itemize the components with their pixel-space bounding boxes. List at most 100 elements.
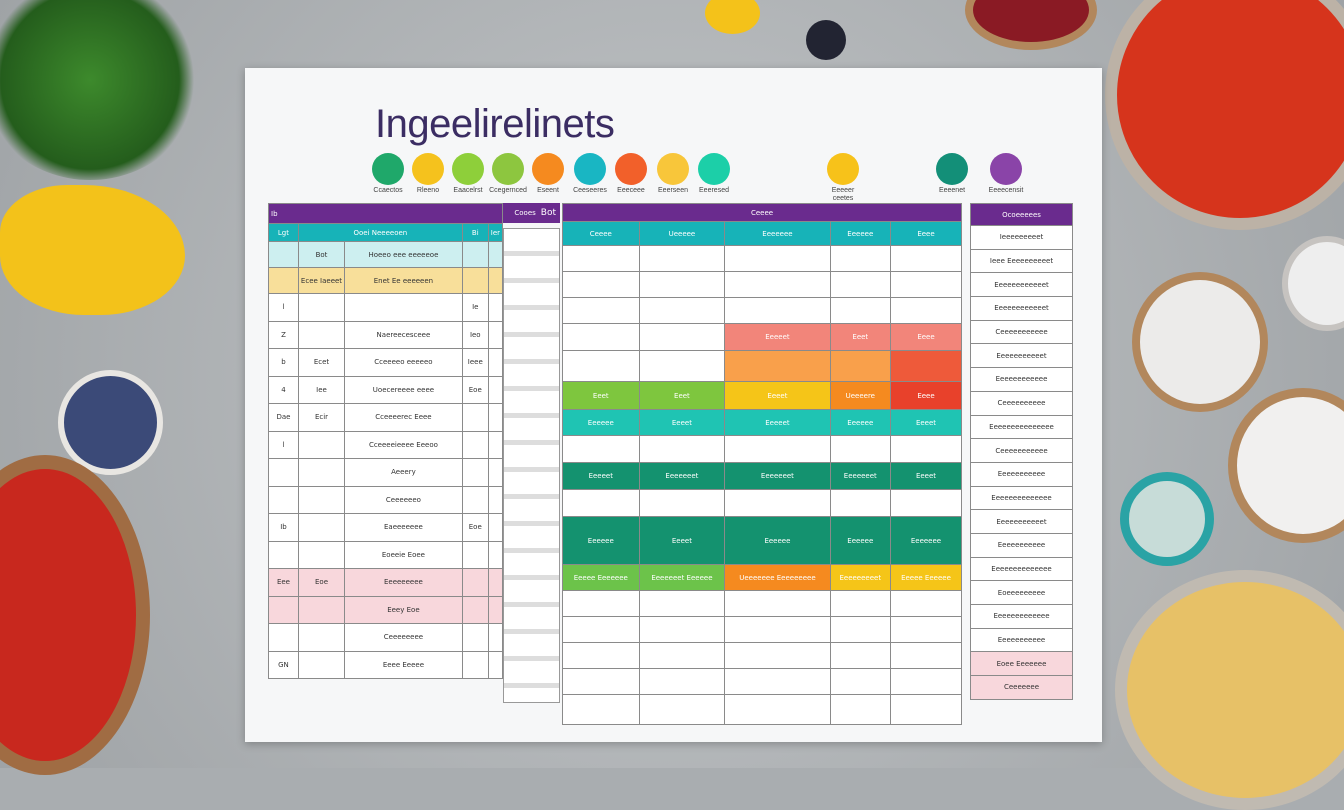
- left-table: Ib Lgt Ooei Neeeeoen Bi Ier Bot Hoeeo eee eeee…: [268, 203, 504, 679]
- cell: Ecee Iaeeet: [297, 267, 346, 294]
- cell: Eeeeee: [562, 409, 640, 436]
- cell: Eee: [268, 568, 299, 597]
- legend-label: Eeerseen: [658, 187, 688, 194]
- cell: [889, 435, 963, 463]
- teal-bowl: [1120, 472, 1214, 566]
- cell: [297, 458, 346, 487]
- cell: Cceeeeo eeeeeo: [344, 348, 463, 377]
- cell: [562, 616, 640, 643]
- cell: Eeeeeee: [889, 516, 963, 565]
- cell: [487, 623, 504, 652]
- cell: [487, 403, 504, 432]
- middle-header: Ceeee: [562, 203, 962, 222]
- cell: [487, 241, 504, 268]
- cell: Hoeeo eee eeeeeoe: [344, 241, 463, 268]
- cell: [487, 568, 504, 597]
- cell: [638, 489, 726, 517]
- legend-label: Eeeceee: [617, 187, 645, 194]
- cell: [829, 350, 891, 382]
- cell: [638, 616, 726, 643]
- right-header: Ocoeeeees: [970, 203, 1073, 226]
- table-row: Eeeeeeeeeeeeeee: [970, 414, 1073, 440]
- column-header: Eeeeee: [829, 221, 891, 246]
- cell: Ieee Eeeeeeeeeet: [970, 248, 1073, 274]
- cell: Eeeeeeeeeeeet: [970, 272, 1073, 298]
- legend-swatch: [936, 153, 968, 185]
- legend-label: Eaacelrst: [453, 187, 483, 194]
- table-row: Ceeeeeeeeeee: [970, 438, 1073, 463]
- cell: [829, 616, 891, 643]
- cell: Eeet: [562, 381, 640, 410]
- cell: Ueeeeeee Eeeeeeeee: [724, 564, 831, 591]
- cell: [487, 540, 504, 569]
- cell: [268, 485, 299, 514]
- table-row: Eeeeet Eeeeeeet Eeeeeeet Eeeeeeet Eeeet: [562, 462, 963, 490]
- cell: [829, 694, 891, 725]
- table-row: Eeeeee Eeeet Eeeeee Eeeeee Eeeeeee: [562, 516, 963, 565]
- table-row: Eeeeeeeeeee: [970, 532, 1073, 558]
- cell: [638, 642, 726, 669]
- lemon: [705, 0, 760, 34]
- cell: [461, 403, 489, 432]
- table-row: Ceeeeeeee: [268, 623, 504, 652]
- left-subheader-cell: Lgt: [268, 223, 299, 242]
- chart-title: Ingeelirelinets: [375, 102, 615, 146]
- cell: Ceeeeeeo: [344, 485, 463, 514]
- cell: [638, 271, 726, 298]
- cell: [724, 245, 831, 272]
- table-row: Eoee Eeeeeee: [970, 651, 1073, 677]
- cell: Eeeeeeeeeeeet: [970, 296, 1073, 321]
- cell: Eeeeeeet: [724, 462, 831, 490]
- cell: Eeeeee: [829, 409, 891, 436]
- legend-swatch: [990, 153, 1022, 185]
- cell: [724, 590, 831, 617]
- cell: Eeey Eoe: [344, 595, 463, 624]
- cell: Eeeet: [724, 381, 831, 410]
- cell: Dae: [268, 403, 299, 432]
- cell: [562, 435, 640, 463]
- legend-swatch: [412, 153, 444, 185]
- cell: Ceeeeeeeeee: [970, 390, 1073, 416]
- table-row: 4 Iee Uoecereeee eeee Eoe: [268, 375, 504, 404]
- table-row: GN Eeee Eeeee: [268, 650, 504, 679]
- cell: [268, 623, 299, 652]
- cell: Eeeeeeeeeeee: [970, 367, 1073, 392]
- table-row: Ieeeeeeeeet: [970, 225, 1073, 250]
- table-row: Eeeeeeeeeeet: [970, 509, 1073, 534]
- cell: Ueeeere: [829, 381, 891, 410]
- legend-swatch: [827, 153, 859, 185]
- table-row: [562, 297, 963, 324]
- cell: Cceeeeieeee Eeeoo: [344, 430, 463, 459]
- cell: Eeeeeeet: [638, 462, 726, 490]
- cell: [297, 485, 346, 514]
- icon-column-header-bot: Bot: [540, 208, 556, 218]
- table-row: [562, 435, 963, 463]
- spinach-leaves: [0, 0, 200, 180]
- cell: Eeeeeeet: [829, 462, 891, 490]
- left-header: Ib: [268, 203, 503, 224]
- cell: [638, 350, 726, 382]
- cell: [562, 297, 640, 324]
- cell: [562, 668, 640, 695]
- table-row: [562, 245, 963, 272]
- cell: Uoecereeee eeee: [344, 375, 463, 404]
- cell: Eeeet: [889, 409, 963, 436]
- cell: [724, 694, 831, 725]
- cell: Ieee: [461, 348, 489, 377]
- table-row: Ib Eaeeeeeee Eoe: [268, 513, 504, 542]
- cell: [889, 350, 963, 382]
- legend-swatch: [698, 153, 730, 185]
- cell: [487, 348, 504, 377]
- table-row: l Cceeeeieeee Eeeoo: [268, 430, 504, 459]
- flour-bowl: [1228, 388, 1344, 543]
- cell: GN: [268, 650, 299, 679]
- cell: Aeeery: [344, 458, 463, 487]
- cell: Eeeeeeeeeee: [970, 532, 1073, 558]
- legend-label: Eeeenet: [938, 187, 966, 194]
- cell: [562, 350, 640, 382]
- cell: [461, 650, 489, 679]
- cell: [724, 435, 831, 463]
- cell: Eeeet: [638, 516, 726, 565]
- column-header: Ueeeee: [638, 221, 726, 246]
- cell: [461, 540, 489, 569]
